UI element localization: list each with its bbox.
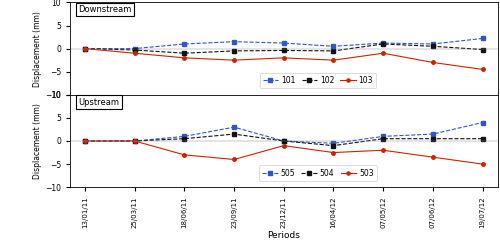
503 (182, 153, 188, 156)
505 (480, 121, 486, 124)
505 (231, 126, 237, 129)
505 (380, 135, 386, 138)
101 (132, 47, 138, 50)
Legend: 101, 102, 103: 101, 102, 103 (260, 73, 376, 88)
101 (281, 42, 287, 44)
101 (231, 40, 237, 43)
505 (330, 142, 336, 145)
102 (82, 47, 88, 50)
102 (281, 49, 287, 52)
103 (281, 56, 287, 59)
504 (430, 137, 436, 140)
503 (281, 144, 287, 147)
Y-axis label: Displacement (mm): Displacement (mm) (33, 11, 42, 87)
Y-axis label: Displacement (mm): Displacement (mm) (33, 103, 42, 179)
X-axis label: Periods: Periods (268, 231, 300, 240)
103 (132, 52, 138, 55)
102 (182, 52, 188, 55)
101 (82, 47, 88, 50)
503 (82, 140, 88, 143)
102 (132, 48, 138, 51)
Line: 503: 503 (83, 139, 484, 166)
505 (132, 140, 138, 143)
503 (231, 158, 237, 161)
103 (380, 52, 386, 55)
504 (281, 140, 287, 143)
101 (380, 42, 386, 44)
101 (330, 45, 336, 48)
101 (430, 42, 436, 45)
503 (132, 140, 138, 143)
Line: 101: 101 (83, 37, 484, 50)
103 (82, 47, 88, 50)
504 (480, 137, 486, 140)
504 (82, 140, 88, 143)
505 (430, 133, 436, 136)
504 (231, 133, 237, 136)
103 (182, 56, 188, 59)
102 (231, 49, 237, 52)
503 (480, 163, 486, 166)
102 (380, 42, 386, 45)
505 (82, 140, 88, 143)
Line: 103: 103 (83, 47, 484, 71)
102 (430, 45, 436, 48)
504 (380, 137, 386, 140)
Line: 504: 504 (83, 132, 484, 147)
504 (132, 140, 138, 143)
Line: 102: 102 (83, 42, 484, 55)
102 (480, 48, 486, 51)
Line: 505: 505 (83, 121, 484, 145)
103 (480, 68, 486, 71)
101 (480, 37, 486, 40)
103 (231, 59, 237, 62)
Text: Upstream: Upstream (78, 98, 120, 107)
101 (182, 42, 188, 45)
103 (330, 59, 336, 62)
505 (182, 135, 188, 138)
102 (330, 49, 336, 52)
503 (430, 156, 436, 159)
503 (330, 151, 336, 154)
103 (430, 61, 436, 64)
Legend: 505, 504, 503: 505, 504, 503 (260, 166, 376, 181)
503 (380, 149, 386, 152)
505 (281, 140, 287, 143)
504 (182, 137, 188, 140)
504 (330, 144, 336, 147)
Text: Downstream: Downstream (78, 5, 132, 14)
